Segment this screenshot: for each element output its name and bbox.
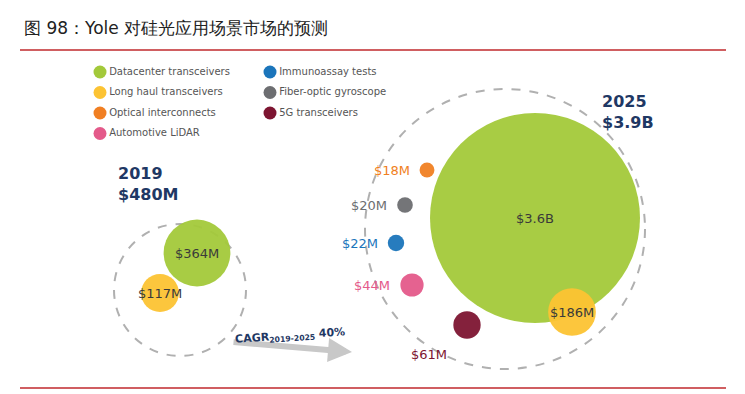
- svg-text:$186M: $186M: [550, 305, 594, 320]
- svg-text:2025$3.9B: 2025$3.9B: [602, 92, 654, 132]
- svg-text:图 98：Yole 对硅光应用场景市场的预测: 图 98：Yole 对硅光应用场景市场的预测: [24, 18, 328, 38]
- svg-text:$22M: $22M: [342, 236, 378, 251]
- svg-text:Optical interconnects: Optical interconnects: [109, 107, 216, 118]
- svg-text:$20M: $20M: [351, 198, 387, 213]
- svg-text:Datacenter transceivers: Datacenter transceivers: [109, 66, 230, 77]
- svg-text:Fiber-optic gyroscope: Fiber-optic gyroscope: [279, 86, 386, 97]
- svg-text:Immunoassay tests: Immunoassay tests: [279, 66, 376, 77]
- svg-text:$3.6B: $3.6B: [516, 211, 554, 226]
- svg-text:5G transceivers: 5G transceivers: [279, 107, 358, 118]
- svg-text:2019$480M: 2019$480M: [118, 164, 178, 204]
- svg-text:Long haul transceivers: Long haul transceivers: [109, 86, 223, 97]
- svg-text:$18M: $18M: [374, 163, 410, 178]
- svg-text:$117M: $117M: [138, 286, 182, 301]
- svg-text:Automotive LiDAR: Automotive LiDAR: [109, 127, 200, 138]
- svg-text:CAGR​2019-2025​ 40%: CAGR​2019-2025​ 40%: [235, 325, 346, 347]
- svg-text:$61M: $61M: [411, 347, 447, 362]
- svg-text:$44M: $44M: [354, 278, 390, 293]
- svg-text:$364M: $364M: [175, 246, 219, 261]
